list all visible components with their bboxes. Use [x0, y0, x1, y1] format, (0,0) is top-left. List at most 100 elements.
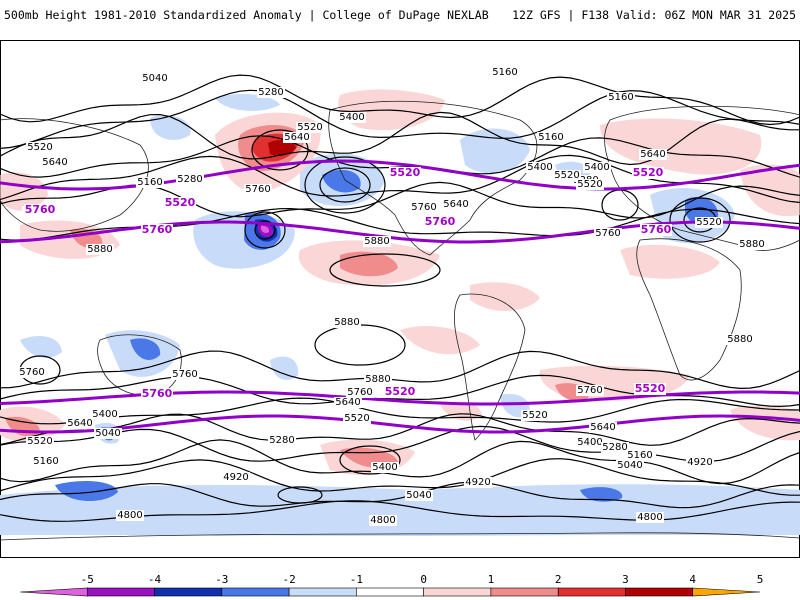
label-bg — [141, 73, 169, 84]
colorbar: -5 -4 -3 -2 -1 0 1 2 3 4 5 — [19, 573, 764, 597]
label-bg — [616, 460, 644, 471]
anomaly-blob — [470, 282, 540, 312]
contour-label: 5400 — [92, 409, 117, 420]
contour-label: 5520 — [696, 217, 721, 228]
label-bg — [626, 450, 654, 461]
contour-line — [0, 481, 800, 509]
contour-label: 5760 — [595, 228, 620, 239]
contour-label: 5160 — [33, 456, 58, 467]
contour-line — [0, 154, 800, 204]
contour-line — [0, 89, 800, 149]
contour-label: 4920 — [223, 472, 248, 483]
label-bg — [594, 228, 622, 239]
label-bg — [601, 442, 629, 453]
highlight-contour-line — [0, 414, 800, 434]
highlight-contours — [0, 159, 800, 434]
label-bg — [634, 383, 666, 395]
colorbar-tick-label: 0 — [420, 573, 427, 586]
anomaly-blob — [215, 94, 280, 111]
contour-label: 5280 — [177, 174, 202, 185]
closed-contour — [251, 129, 309, 171]
label-bg — [553, 170, 581, 181]
label-bg — [639, 149, 667, 160]
label-bg — [464, 477, 492, 488]
contour-label: 5760 — [347, 387, 372, 398]
anomaly-blob — [600, 118, 762, 175]
north-america-outline — [328, 100, 538, 256]
contour-label: 5880 — [365, 374, 390, 385]
contour-label: 5400 — [527, 162, 552, 173]
label-bg — [369, 515, 397, 526]
highlight-label: 5760 — [641, 223, 672, 236]
label-bg — [86, 244, 114, 255]
contour-label: 5160 — [137, 177, 162, 188]
label-bg — [343, 413, 371, 424]
label-bg — [94, 428, 122, 439]
colorbar-tick-label: -1 — [350, 573, 363, 586]
contour-label: 5040 — [617, 460, 642, 471]
anomaly-blob — [130, 338, 161, 360]
contour-label: 5640 — [443, 199, 468, 210]
anomaly-blob — [460, 128, 530, 174]
label-bg — [24, 204, 56, 216]
closed-contour — [304, 156, 386, 214]
label-bg — [136, 177, 164, 188]
colorbar-segment — [221, 587, 290, 597]
highlight-contour-line — [0, 390, 800, 406]
label-bg — [491, 67, 519, 78]
highlight-label: 5760 — [142, 223, 173, 236]
label-bg — [268, 435, 296, 446]
contour-line — [0, 350, 800, 390]
label-bg — [257, 87, 285, 98]
colorbar-segment — [356, 587, 424, 597]
anomaly-map[interactable]: 5040516052805160540055205160552056405280… — [0, 40, 800, 558]
contour-label: 5640 — [42, 157, 67, 168]
label-bg — [384, 386, 416, 398]
colorbar-tick-label: 3 — [622, 573, 629, 586]
label-bg — [363, 236, 391, 247]
label-bg — [346, 387, 374, 398]
eurasia-west-outline — [0, 118, 149, 232]
contour-label: 5040 — [406, 490, 431, 501]
label-bg — [338, 112, 366, 123]
colorbar-tick-label: -4 — [148, 573, 162, 586]
closed-contours — [19, 129, 731, 504]
label-bg — [296, 122, 324, 133]
contour-label: 5760 — [19, 367, 44, 378]
contour-label: 5880 — [739, 239, 764, 250]
contour-label: 5280 — [602, 442, 627, 453]
label-bg — [364, 374, 392, 385]
contour-label: 4800 — [370, 515, 395, 526]
contour-label: 5880 — [87, 244, 112, 255]
highlight-label: 5760 — [25, 203, 56, 216]
highlight-label: 5520 — [390, 166, 421, 179]
colorbar-segment — [490, 587, 559, 597]
highlight-contour-line — [0, 220, 800, 244]
contour-label: 5400 — [372, 462, 397, 473]
label-bg — [442, 199, 470, 210]
contour-label: 5040 — [95, 428, 120, 439]
coastlines — [0, 100, 800, 541]
label-bg — [686, 457, 714, 468]
contour-label: 4800 — [117, 510, 142, 521]
eurasia-outline — [604, 105, 800, 251]
antarctica-outline — [0, 532, 800, 541]
colorbar-segment — [557, 587, 626, 597]
label-bg — [576, 437, 604, 448]
contour-label: 5040 — [142, 73, 167, 84]
africa-outline — [636, 238, 742, 381]
contour-label: 5160 — [627, 450, 652, 461]
closed-contour — [277, 486, 323, 504]
anomaly-blob — [620, 244, 720, 279]
label-bg — [521, 410, 549, 421]
closed-contour — [254, 220, 276, 240]
anomaly-blob — [580, 487, 623, 502]
colorbar-tick-label: 5 — [757, 573, 764, 586]
contour-label: 5160 — [608, 92, 633, 103]
contour-label: 4920 — [465, 477, 490, 488]
colorbar-segment — [423, 587, 492, 597]
contour-label: 5400 — [584, 162, 609, 173]
map-title: 500mb Height 1981-2010 Standardized Anom… — [4, 8, 489, 22]
label-bg — [607, 92, 635, 103]
